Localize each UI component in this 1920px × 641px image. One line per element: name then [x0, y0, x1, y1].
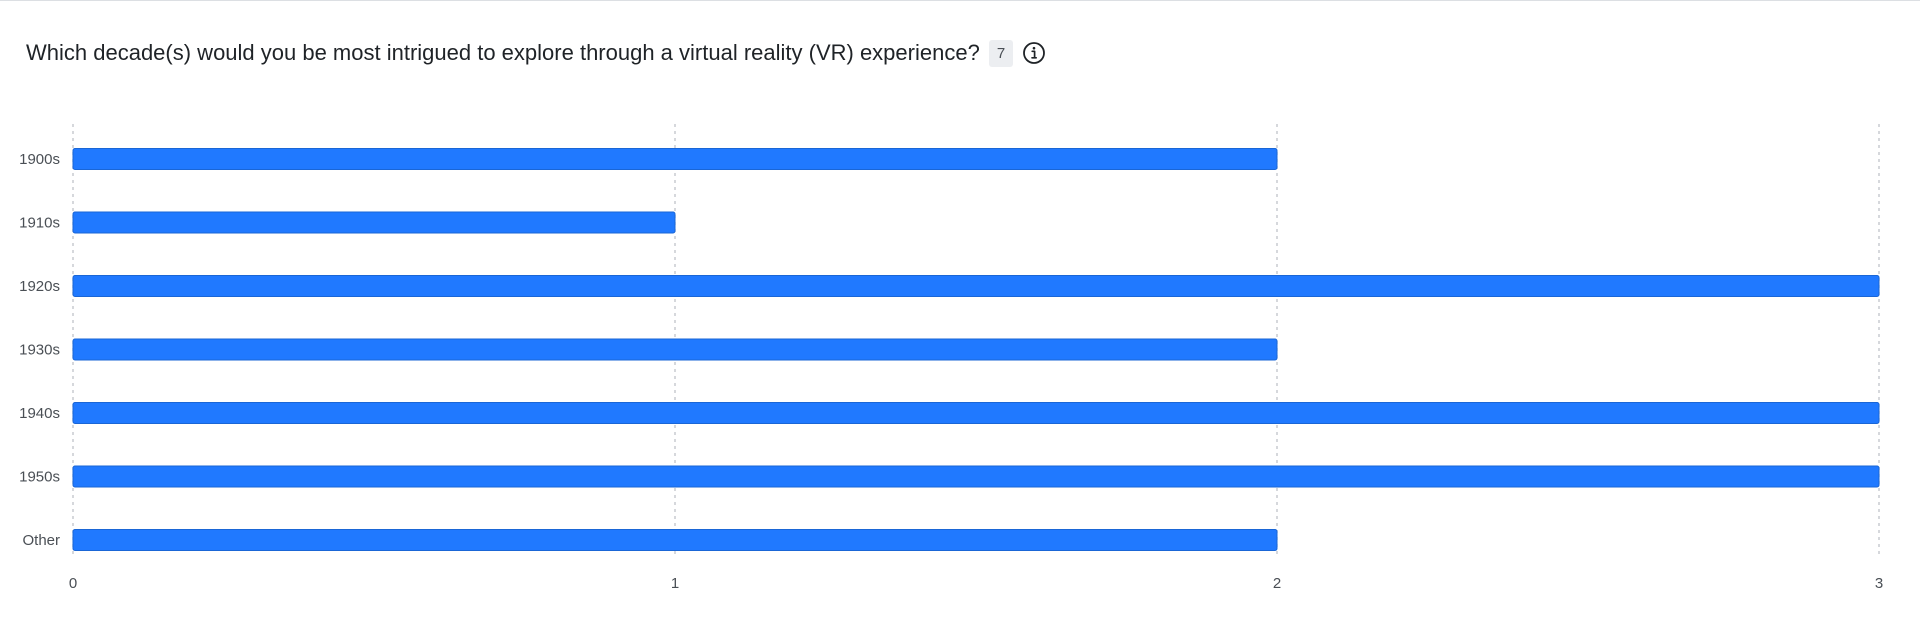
bar-1900s[interactable]: [72, 148, 1278, 170]
y-category-label: 1900s: [19, 151, 60, 168]
bar-chart: 0 1 2 3 1900s 1910s 1920s 1930s 1940s 1950s Other: [0, 110, 1920, 600]
y-category-label: Other: [22, 532, 60, 549]
info-icon[interactable]: [1022, 41, 1046, 65]
x-tick-label: 2: [1273, 575, 1281, 592]
bar-1950s[interactable]: [72, 465, 1880, 488]
question-header: Which decade(s) would you be most intrig…: [26, 37, 1046, 69]
x-tick-label: 3: [1875, 575, 1883, 592]
top-divider: [0, 0, 1920, 1]
bar-chart-svg: 0 1 2 3 1900s 1910s 1920s 1930s 1940s 1950s Other: [19, 124, 1883, 592]
bar-1920s[interactable]: [72, 275, 1880, 297]
y-category-label: 1950s: [19, 469, 60, 486]
bar-1940s[interactable]: [72, 402, 1880, 424]
response-count-badge: 7: [988, 39, 1014, 67]
x-tick-label: 0: [69, 575, 77, 592]
x-tick-label: 1: [671, 575, 679, 592]
question-title: Which decade(s) would you be most intrig…: [26, 40, 980, 65]
y-category-label: 1940s: [19, 405, 60, 422]
y-category-label: 1920s: [19, 278, 60, 295]
y-category-label: 1930s: [19, 342, 60, 359]
bar-other[interactable]: [72, 529, 1278, 551]
bar-1930s[interactable]: [72, 338, 1278, 361]
y-category-label: 1910s: [19, 215, 60, 232]
bar-1910s[interactable]: [72, 211, 676, 234]
